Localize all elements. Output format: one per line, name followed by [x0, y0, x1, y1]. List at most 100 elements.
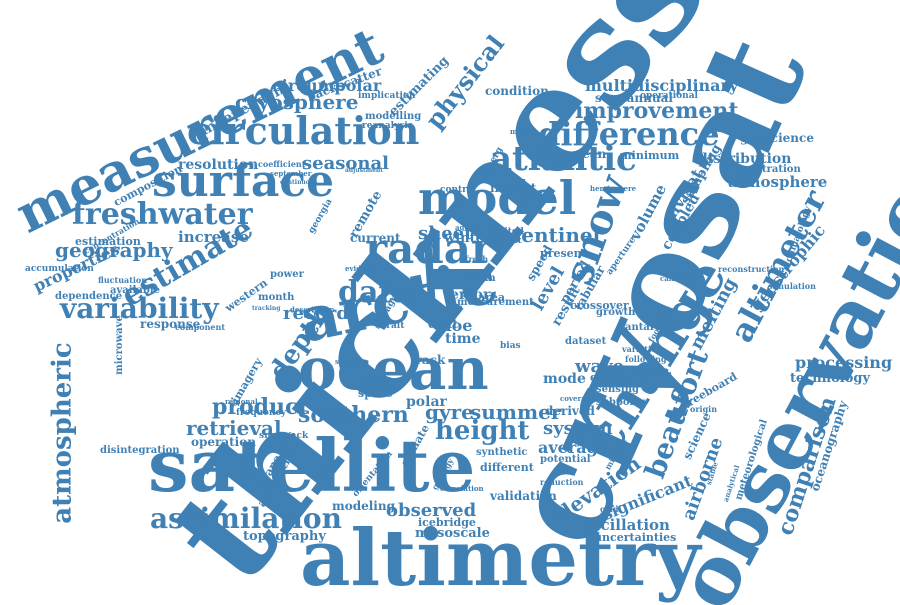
word-agency: agency — [455, 223, 483, 232]
word-improvement: improvement — [575, 98, 739, 124]
word-estimation: estimation — [75, 235, 141, 248]
word-technology: technology — [790, 371, 871, 386]
word-condition: condition — [485, 84, 549, 98]
word-system: system — [543, 418, 613, 439]
word-atmosphere: atmosphere — [728, 173, 828, 191]
word-fresh: fresh — [465, 254, 489, 264]
word-microwave: microwave — [113, 315, 125, 375]
word-icebridge: icebridge — [418, 516, 476, 529]
word-processing: processing — [795, 353, 893, 372]
word-convergence: origin — [690, 404, 718, 414]
word-different: different — [480, 461, 534, 474]
word-fluctuation: fluctuation — [98, 275, 148, 285]
word-bias: bias — [500, 341, 521, 351]
word-satellite: satellite — [148, 423, 476, 508]
word-radar: radar — [365, 224, 494, 273]
word-height: height — [435, 416, 530, 446]
word-continuous: adjustment — [345, 167, 384, 174]
word-modeling: modeling — [332, 499, 395, 513]
word-summer: summer — [470, 400, 562, 424]
word-coverage: coverage — [560, 394, 596, 403]
word-multidisciplinary: multidisciplinary — [585, 76, 739, 95]
word-time: time — [445, 331, 481, 347]
word-average: average — [538, 438, 609, 457]
word-record: record — [283, 303, 349, 324]
word-seasonal: seasonal — [302, 153, 389, 174]
word-following: following — [625, 354, 667, 364]
word-variability: variability — [60, 292, 219, 325]
word-altimetry: altimetry — [300, 513, 701, 604]
word-mean: mean — [465, 273, 496, 284]
word-data: data — [338, 275, 412, 310]
word-sentinel: sentinel — [510, 223, 601, 247]
word-frequency: frequency — [236, 408, 287, 418]
word-reduction: reduction — [540, 477, 584, 487]
word-sensing: sensing — [596, 384, 639, 395]
word-semiannual: semiannual — [595, 91, 673, 105]
word-oscillation: oscillation — [582, 516, 670, 534]
word-uncertain: grid — [600, 504, 619, 514]
word-increased: continuous — [280, 179, 318, 186]
word-limited: limited — [488, 227, 524, 237]
word-current: current — [350, 231, 401, 245]
word-error: error — [450, 287, 491, 303]
word-geoscience: geoscience — [740, 131, 814, 145]
word-freshwater: freshwater — [72, 197, 253, 232]
word-atmospheric: atmospheric — [47, 342, 78, 524]
word-antarctic: antarctic — [625, 322, 676, 333]
word-penetration: penetration — [735, 164, 801, 175]
word-month: month — [258, 292, 295, 303]
word-gyre: gyre — [425, 400, 474, 424]
word-european: european — [543, 147, 607, 161]
word-retrieval: retrieval — [186, 416, 282, 440]
word-circulation: circulation — [187, 108, 420, 153]
word-validation: validation — [490, 489, 557, 503]
word-operation: operation — [191, 435, 256, 449]
word-power: power — [270, 269, 304, 280]
word-basal: basal — [360, 377, 393, 390]
word-mode: mode — [543, 371, 586, 387]
word-echoes: echoes — [590, 371, 633, 384]
word-implication: implication — [358, 91, 416, 101]
word-potential: potential — [540, 454, 591, 465]
word-circumpolar: circumpolar — [272, 76, 382, 95]
word-disintegration: disintegration — [100, 445, 180, 456]
word-track: track — [410, 353, 446, 367]
word-mesoscale: mesoscale — [415, 526, 490, 541]
word-correlation: correlation — [440, 484, 484, 493]
word-observed: observed — [386, 500, 477, 521]
word-cryosphere: cryosphere — [235, 90, 359, 114]
word-space: space — [358, 387, 393, 400]
word-calibrated: calibrated — [660, 274, 700, 283]
word-uncertainties: uncertainties — [594, 531, 677, 544]
word-simulation: simulation — [768, 281, 816, 291]
word-synthetic: synthetic — [476, 447, 528, 458]
word-crossover: crossover — [570, 299, 629, 312]
word-minimum: minimum — [620, 149, 680, 162]
word-modelling: modelling — [365, 111, 422, 122]
word-response: response — [140, 317, 201, 331]
word-regional: regional — [225, 397, 258, 406]
word-topography: topography — [243, 529, 326, 544]
word-mas: measurement — [457, 297, 534, 308]
word-floe: floe — [440, 316, 473, 335]
word-southern: southern — [298, 402, 409, 428]
word-impact: impact — [490, 181, 537, 195]
word-strait: strait — [377, 321, 405, 331]
word-derived: derived — [545, 404, 595, 418]
word-increase: increase — [178, 228, 249, 246]
word-operational: operational — [640, 91, 698, 101]
word-ocean: ocean — [298, 335, 489, 403]
word-assimilation: assimilation — [150, 502, 342, 535]
word-drift: drift — [428, 317, 458, 331]
word-dataset: dataset — [565, 336, 607, 347]
word-variation: variation — [622, 344, 663, 354]
word-product: product — [212, 394, 309, 420]
word-available: available — [110, 285, 160, 296]
word-sheet: sheet — [418, 223, 473, 244]
word-adjustment: september — [270, 169, 312, 178]
word-evidence: tracking — [252, 305, 281, 312]
word-present: present — [540, 247, 587, 260]
word-snowpack: snowpack — [259, 431, 309, 441]
